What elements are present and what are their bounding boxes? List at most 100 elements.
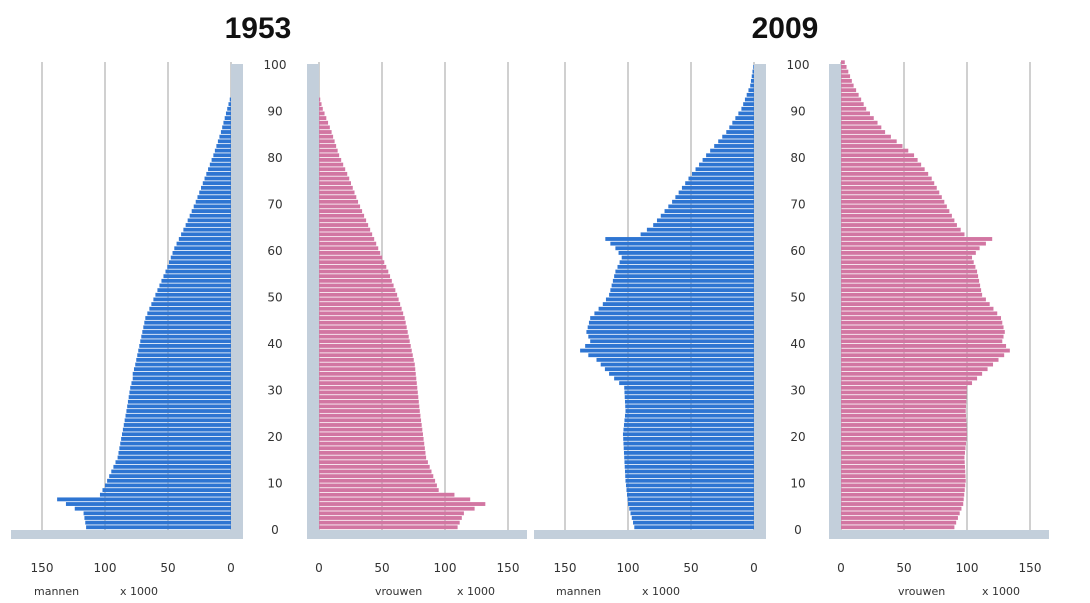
female-bar	[319, 185, 353, 190]
male-bar	[105, 483, 231, 488]
male-bar	[127, 404, 231, 409]
female-bar	[841, 492, 965, 497]
female-bar	[319, 446, 425, 451]
male-bar	[627, 497, 754, 502]
female-bar	[319, 511, 464, 516]
female-bar	[841, 134, 891, 139]
male-bar	[202, 181, 231, 186]
male-bar	[604, 367, 754, 372]
age-tick-label: 90	[790, 105, 805, 119]
male-bar	[732, 120, 754, 125]
male-bar	[611, 283, 754, 288]
male-bar	[623, 441, 754, 446]
female-bar	[319, 344, 411, 348]
male-bar	[624, 460, 754, 465]
female-bar	[319, 455, 427, 460]
male-bar	[726, 130, 754, 134]
female-bar	[319, 227, 371, 232]
male-bar	[170, 255, 231, 260]
female-bar	[319, 102, 322, 107]
male-bar	[672, 199, 754, 204]
male-bar	[99, 492, 232, 497]
female-bar	[319, 269, 389, 274]
female-bar	[841, 199, 945, 204]
female-bar	[319, 190, 355, 195]
male-bar	[588, 353, 754, 358]
female-bar	[841, 185, 937, 190]
male-bar	[624, 464, 754, 469]
male-bar	[143, 325, 231, 330]
male-bar	[714, 144, 754, 148]
male-bar	[600, 362, 754, 367]
male-bar	[178, 237, 231, 241]
female-bar	[319, 167, 346, 172]
male-bar	[145, 316, 231, 320]
female-bar	[841, 237, 993, 241]
age-tick-label: 100	[787, 58, 810, 72]
male-bar	[588, 320, 754, 325]
female-bar	[319, 237, 375, 241]
male-bar	[624, 395, 754, 399]
male-baseline	[534, 530, 766, 539]
female-bar	[319, 441, 425, 446]
male-bar	[227, 106, 231, 111]
female-bar	[319, 432, 423, 437]
female-bar	[319, 334, 409, 339]
female-bar	[841, 497, 964, 502]
female-bar	[841, 153, 915, 158]
male-bar	[630, 511, 754, 516]
female-bar	[319, 171, 348, 176]
age-tick-label: 50	[267, 291, 282, 305]
female-tick-label: 0	[837, 561, 845, 575]
age-tick-label: 0	[271, 523, 279, 537]
female-bar	[841, 502, 964, 506]
female-bar	[841, 106, 867, 111]
female-bar	[841, 167, 925, 172]
male-bar	[223, 120, 231, 125]
female-bar	[841, 195, 942, 200]
female-bar	[319, 525, 458, 530]
female-baseline	[307, 530, 527, 539]
male-bar	[602, 302, 754, 306]
female-bar	[319, 153, 340, 158]
male-bar	[122, 432, 231, 437]
male-bar	[615, 269, 754, 274]
male-bar	[615, 246, 754, 251]
female-bar	[319, 311, 404, 316]
female-bar	[319, 278, 392, 283]
male-tick-label: 100	[617, 561, 640, 575]
male-bar	[598, 306, 754, 311]
female-bar	[841, 525, 955, 530]
female-bar	[841, 83, 854, 88]
male-bar	[224, 116, 231, 120]
male-bar	[86, 525, 231, 530]
female-bar	[319, 460, 428, 465]
female-bar	[319, 97, 321, 102]
age-tick-label: 90	[267, 105, 282, 119]
female-bar	[319, 223, 369, 227]
female-baseline	[829, 530, 1049, 539]
age-tick-label: 20	[267, 430, 282, 444]
female-bar	[841, 162, 922, 167]
male-bar	[130, 385, 231, 390]
male-bar	[74, 506, 231, 511]
female-bar	[841, 381, 973, 386]
male-bar	[153, 297, 231, 302]
male-bar	[169, 260, 231, 265]
male-bar	[605, 297, 754, 302]
age-tick-label: 80	[790, 151, 805, 165]
female-bar	[319, 325, 407, 330]
male-tick-label: 150	[554, 561, 577, 575]
male-bar	[213, 153, 231, 158]
age-tick-label: 100	[264, 58, 287, 72]
bar-layer	[57, 60, 1010, 530]
male-bar	[228, 102, 231, 107]
female-bar	[319, 148, 338, 153]
male-bar	[660, 213, 754, 218]
female-bar	[841, 264, 976, 269]
female-bar	[319, 409, 420, 413]
male-bar	[626, 488, 754, 492]
male-bar	[123, 423, 231, 427]
female-bar	[841, 292, 983, 297]
female-bar	[841, 353, 1005, 358]
